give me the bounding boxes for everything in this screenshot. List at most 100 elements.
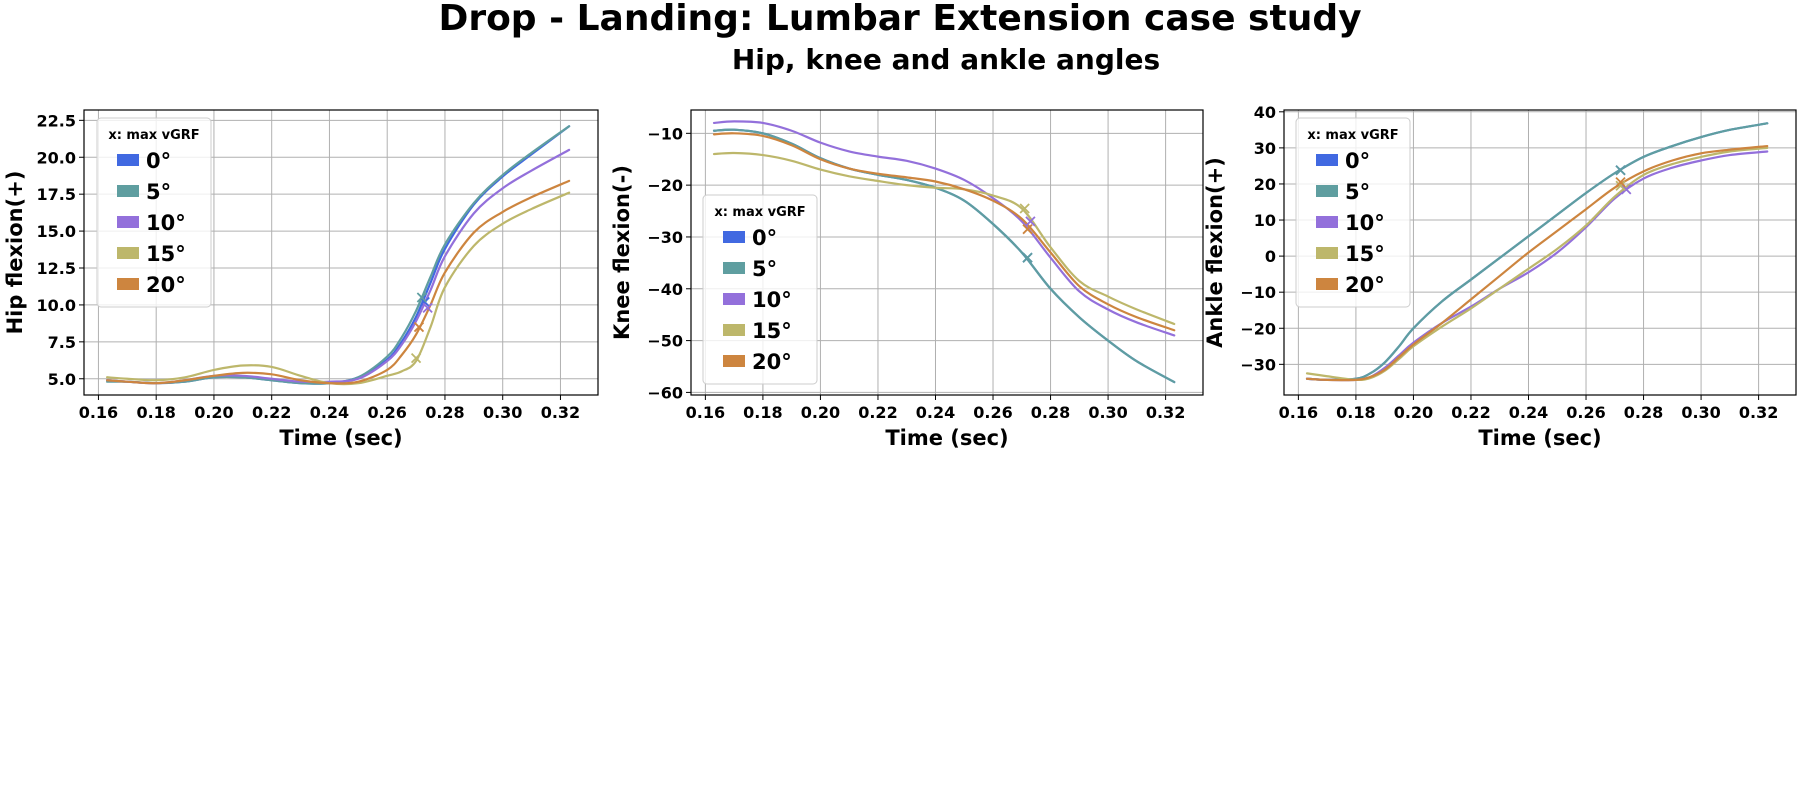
hip-y-axis-label: Hip flexion(+) <box>3 171 27 335</box>
max-vgrf-marker-20deg <box>1022 224 1033 235</box>
legend-entry-label: 10° <box>752 288 792 312</box>
y-tick-label: −40 <box>647 280 683 299</box>
max-vgrf-marker-0deg <box>419 296 430 308</box>
series-line-5deg <box>1305 122 1769 381</box>
legend-entry-label: 0° <box>146 149 171 173</box>
x-tick-label: 0.24 <box>1509 403 1548 422</box>
x-tick-label: 0.22 <box>1451 403 1490 422</box>
x-tick-label: 0.18 <box>1336 403 1375 422</box>
legend-entry-label: 20° <box>752 350 792 374</box>
y-tick-label: −60 <box>647 383 683 402</box>
y-tick-label: 10 <box>1254 211 1276 230</box>
legend-entry-label: 10° <box>1345 211 1385 235</box>
y-tick-label: 0 <box>1265 247 1276 266</box>
legend-swatch <box>117 185 139 197</box>
hip-axes-frame <box>83 109 599 396</box>
legend-title: x: max vGRF <box>1307 128 1398 143</box>
x-tick-label: 0.32 <box>1739 403 1778 422</box>
max-vgrf-marker-10deg <box>1621 184 1632 195</box>
x-tick-label: 0.28 <box>1624 403 1663 422</box>
x-tick-label: 0.22 <box>858 403 897 422</box>
knee-legend: x: max vGRF 0° 5° 10° 15° 20° <box>702 194 818 385</box>
max-vgrf-marker-10deg <box>422 302 433 314</box>
series-line-20deg <box>1305 144 1769 382</box>
legend-entry-label: 5° <box>146 180 171 204</box>
y-tick-label: −10 <box>647 124 683 143</box>
x-tick-label: 0.32 <box>1146 403 1185 422</box>
series-line-10deg <box>712 120 1176 337</box>
series-line-15deg <box>712 151 1176 326</box>
legend-entry-label: 15° <box>1345 242 1385 266</box>
x-tick-label: 0.28 <box>425 403 464 422</box>
legend-entry-label: 20° <box>1345 273 1385 297</box>
knee-series-group <box>712 120 1176 384</box>
hip-grid <box>84 110 598 395</box>
x-tick-label: 0.26 <box>367 403 406 422</box>
x-tick-label: 0.18 <box>743 403 782 422</box>
x-tick-label: 0.16 <box>79 403 118 422</box>
x-tick-label: 0.32 <box>541 403 580 422</box>
legend-title: x: max vGRF <box>108 128 199 143</box>
max-vgrf-marker-20deg <box>1615 177 1626 188</box>
x-tick-label: 0.28 <box>1031 403 1070 422</box>
max-vgrf-marker-20deg <box>413 321 425 333</box>
y-tick-label: 30 <box>1254 139 1276 158</box>
x-tick-label: 0.16 <box>1279 403 1318 422</box>
hip-series-group <box>106 125 571 386</box>
x-tick-label: 0.24 <box>916 403 955 422</box>
y-tick-label: −50 <box>647 332 683 351</box>
figure-title: Drop - Landing: Lumbar Extension case st… <box>438 0 1361 39</box>
max-vgrf-marker-10deg <box>1025 216 1036 227</box>
legend-swatch <box>723 355 745 367</box>
ankle-axes-frame <box>1283 109 1797 396</box>
y-tick-label: 20.0 <box>37 148 76 167</box>
legend-swatch <box>1316 278 1338 290</box>
subplot-hip: 0.16 0.18 0.20 0.22 0.24 0.26 0.28 0.30 0.32 5.0 7… <box>3 109 599 450</box>
y-tick-label: 5.0 <box>48 370 76 389</box>
x-tick-label: 0.20 <box>801 403 840 422</box>
legend-swatch <box>1316 247 1338 259</box>
x-tick-label: 0.26 <box>1566 403 1605 422</box>
ankle-legend: x: max vGRF 0° 5° 10° 15° 20° <box>1295 117 1411 308</box>
hip-legend: x: max vGRF 0° 5° 10° 15° 20° <box>96 117 212 308</box>
x-tick-label: 0.30 <box>483 403 522 422</box>
x-tick-label: 0.20 <box>1394 403 1433 422</box>
y-tick-label: 40 <box>1254 103 1276 122</box>
y-tick-label: −30 <box>647 228 683 247</box>
x-tick-label: 0.30 <box>1088 403 1127 422</box>
y-tick-label: −10 <box>1240 283 1276 302</box>
subplot-knee: 0.16 0.18 0.20 0.22 0.24 0.26 0.28 0.30 0.32 −60 −… <box>610 109 1204 450</box>
legend-title: x: max vGRF <box>714 205 805 220</box>
legend-swatch <box>1316 216 1338 228</box>
x-tick-label: 0.22 <box>252 403 291 422</box>
series-line-20deg <box>712 132 1176 332</box>
legend-swatch <box>723 293 745 305</box>
x-tick-label: 0.20 <box>194 403 233 422</box>
figure-subtitle: Hip, knee and ankle angles <box>732 43 1160 76</box>
legend-entry-label: 0° <box>1345 149 1370 173</box>
knee-axes-frame <box>690 109 1204 396</box>
y-tick-label: 7.5 <box>48 333 76 352</box>
x-tick-label: 0.18 <box>136 403 175 422</box>
max-vgrf-marker-15deg <box>1019 203 1030 214</box>
x-tick-label: 0.16 <box>686 403 725 422</box>
ankle-series-group <box>1305 122 1769 382</box>
y-tick-label: 20 <box>1254 175 1276 194</box>
max-vgrf-marker-5deg <box>1615 165 1626 176</box>
legend-swatch <box>117 278 139 290</box>
ankle-y-axis-label: Ankle flexion(+) <box>1203 157 1227 348</box>
legend-swatch <box>1316 185 1338 197</box>
y-tick-label: 22.5 <box>37 111 76 130</box>
subplot-ankle: 0.16 0.18 0.20 0.22 0.24 0.26 0.28 0.30 0.32 −30 −… <box>1203 103 1797 450</box>
legend-entry-label: 20° <box>146 273 186 297</box>
legend-entry-label: 5° <box>1345 180 1370 204</box>
ankle-x-axis-label: Time (sec) <box>1478 426 1601 450</box>
legend-entry-label: 15° <box>146 242 186 266</box>
legend-swatch <box>1316 154 1338 166</box>
y-tick-label: −30 <box>1240 355 1276 374</box>
max-vgrf-marker-15deg <box>410 352 422 364</box>
series-line-20deg <box>106 179 571 385</box>
y-tick-label: −20 <box>1240 319 1276 338</box>
x-tick-label: 0.30 <box>1681 403 1720 422</box>
